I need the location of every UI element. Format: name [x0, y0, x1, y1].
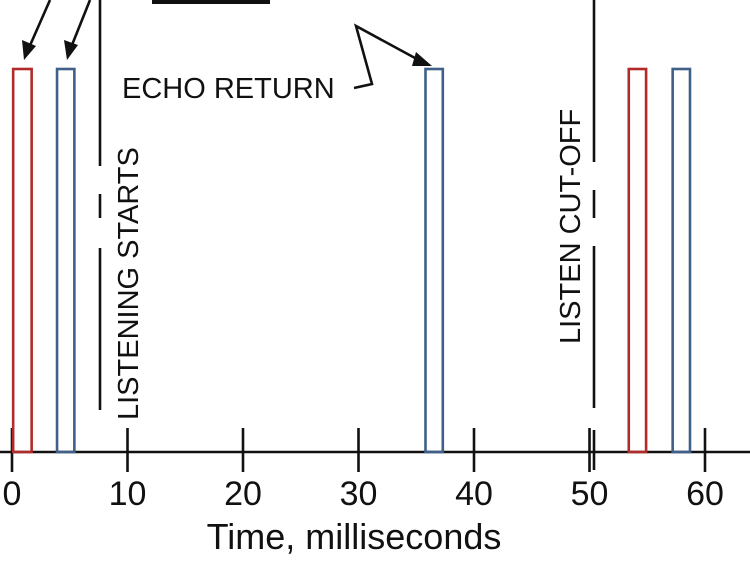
pulse-2-arrow-line — [68, 0, 92, 51]
pulse-1-arrowhead — [22, 40, 36, 60]
time-axis-ticks: 0 10 20 30 40 50 60 — [3, 428, 724, 513]
echo-return-label: ECHO RETURN — [122, 73, 335, 105]
pulse-group — [11, 67, 692, 454]
x-tick-label-20: 20 — [224, 475, 262, 513]
x-axis-title: Time, milliseconds — [207, 516, 502, 557]
pulse-2-arrowhead — [64, 40, 78, 60]
echo-return-leader — [353, 23, 427, 90]
transmitted-pulse-4 — [627, 67, 648, 454]
cropped-top-label-fragment — [152, 0, 270, 4]
echo-return-arrowhead — [412, 52, 432, 66]
x-tick-label-30: 30 — [340, 475, 378, 513]
listen-cutoff-label: LISTEN CUT-OFF — [555, 109, 587, 344]
transmitted-pulse-1 — [11, 67, 33, 454]
x-tick-label-10: 10 — [109, 475, 147, 513]
pulse-1-arrow-line — [26, 0, 52, 51]
transmitted-pulse-2 — [55, 67, 76, 454]
x-tick-label-60: 60 — [686, 475, 724, 513]
transmitted-pulse-5 — [671, 67, 692, 454]
x-tick-label-40: 40 — [455, 475, 493, 513]
x-tick-label-50: 50 — [571, 475, 609, 513]
listening-starts-label: LISTENING STARTS — [113, 147, 145, 420]
x-tick-label-0: 0 — [3, 475, 22, 513]
echo-pulse-3 — [424, 67, 445, 454]
